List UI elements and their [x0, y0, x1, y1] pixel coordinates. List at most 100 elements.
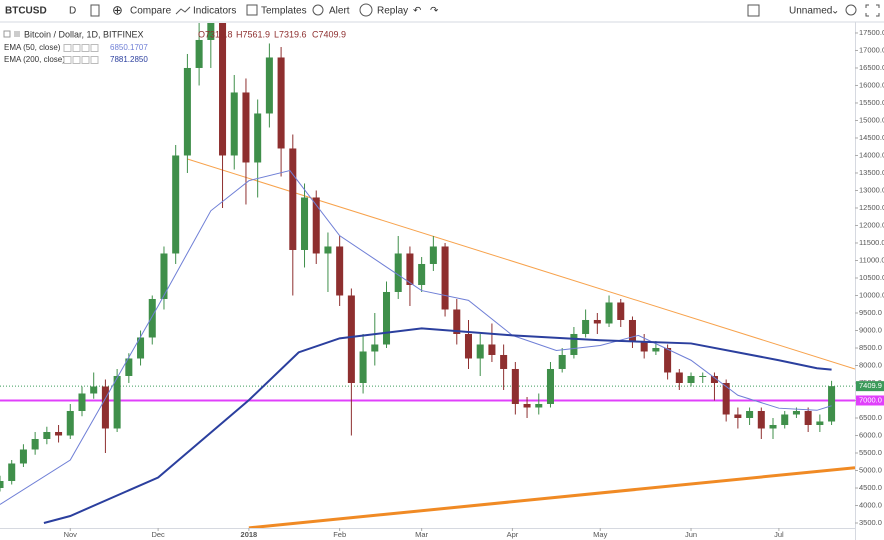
candle-body	[734, 414, 742, 418]
layout-menu[interactable]: ⌄	[831, 6, 839, 17]
candle-body	[43, 431, 51, 439]
candle	[429, 235, 437, 271]
chart-title: Bitcoin / Dollar, 1D, BITFINEX	[24, 29, 144, 39]
chart-style-icon[interactable]	[90, 4, 100, 17]
candle	[8, 459, 16, 485]
trend-line	[248, 466, 855, 528]
legend-button[interactable]	[72, 56, 81, 64]
candle	[289, 134, 297, 296]
indicators[interactable]: Indicators	[193, 6, 236, 17]
templates[interactable]: Templates	[261, 6, 307, 17]
candle	[359, 333, 367, 394]
y-tick-label: 11500.0	[859, 238, 884, 247]
candle-body	[148, 298, 156, 338]
x-tick-label: Apr	[507, 530, 519, 539]
candle-body	[617, 302, 625, 320]
candle-body	[382, 291, 391, 345]
expand-icon[interactable]	[865, 4, 880, 17]
candle-body	[746, 410, 754, 418]
candle-body	[640, 340, 648, 352]
y-tick-label: 13500.0	[859, 168, 884, 177]
candle-body	[301, 197, 309, 250]
alert[interactable]: Alert	[329, 6, 350, 17]
y-tick-label: 16000.0	[859, 80, 884, 89]
candle	[699, 372, 707, 383]
y-tick-label: 4500.0	[859, 483, 882, 492]
candle-body	[406, 253, 414, 285]
candle	[781, 410, 789, 429]
templates-icon[interactable]	[246, 4, 258, 16]
candle-body	[230, 92, 238, 156]
candle-body	[757, 410, 765, 429]
legend: Bitcoin / Dollar, 1D, BITFINEX EMA (50, …	[3, 29, 346, 64]
candle-body	[19, 449, 27, 464]
layout-name[interactable]: Unnamed	[789, 6, 832, 17]
candle	[101, 379, 109, 453]
candle-body	[546, 368, 554, 404]
candle-body	[78, 393, 86, 411]
candle-body	[441, 246, 449, 310]
interval[interactable]: D	[69, 6, 76, 17]
replay[interactable]: Replay	[377, 6, 408, 17]
candle	[55, 424, 63, 443]
candle-body	[792, 410, 800, 415]
y-tick-label: 17500.0	[859, 28, 884, 37]
legend-button[interactable]	[81, 56, 90, 64]
compare[interactable]: Compare	[130, 6, 172, 17]
candle	[769, 417, 777, 439]
candle-body	[242, 92, 250, 163]
candle	[78, 386, 86, 417]
candle	[488, 323, 496, 362]
candle-body	[137, 337, 145, 359]
candle-body	[511, 368, 519, 404]
toolbar-bg	[0, 0, 884, 22]
y-tick-label: 5500.0	[859, 448, 882, 457]
candle	[394, 235, 402, 299]
symbol[interactable]: BTCUSD	[5, 6, 47, 17]
candle	[523, 396, 531, 418]
candle	[746, 407, 754, 425]
undo[interactable]: ↶	[413, 6, 421, 17]
ohlc-value: H7561.9	[236, 29, 270, 39]
candle	[301, 183, 309, 268]
price-labels: 7000.0 7409.9	[856, 381, 884, 406]
candle-body	[781, 414, 789, 425]
candle	[828, 380, 836, 425]
replay-icon[interactable]	[359, 3, 373, 17]
legend-button[interactable]	[63, 44, 72, 52]
candle-body	[828, 386, 836, 422]
candle-body	[289, 148, 297, 250]
y-tick-label: 3500.0	[859, 518, 882, 527]
legend-button[interactable]	[90, 44, 99, 52]
candle	[500, 344, 508, 390]
legend-button[interactable]	[81, 44, 90, 52]
x-tick-label: Dec	[151, 530, 165, 539]
indicators-icon[interactable]	[175, 6, 191, 15]
compare-icon[interactable]: ⊕	[112, 2, 123, 17]
candle	[66, 403, 74, 439]
y-tick-label: 4000.0	[859, 500, 882, 509]
y-tick-label: 15000.0	[859, 115, 884, 124]
settings-icon[interactable]	[845, 4, 857, 16]
alert-icon[interactable]	[312, 4, 324, 16]
y-tick-label: 14500.0	[859, 133, 884, 142]
candle	[628, 316, 636, 348]
legend-button[interactable]	[63, 56, 72, 64]
candle	[324, 232, 332, 292]
candle	[593, 312, 601, 334]
candle	[617, 298, 625, 327]
candle	[418, 256, 426, 292]
candle-body	[593, 319, 601, 324]
candle	[535, 393, 543, 415]
collapse-icon[interactable]	[3, 30, 11, 38]
legend-button[interactable]	[90, 56, 99, 64]
redo[interactable]: ↷	[430, 6, 439, 17]
legend-button[interactable]	[72, 44, 81, 52]
candle	[277, 46, 285, 177]
candle	[336, 235, 344, 306]
candle-body	[687, 375, 695, 383]
axes: 3500.0 4000.0 4500.0 5000.0 5500.0 6000.0 6500…	[64, 28, 884, 539]
trend-line	[187, 158, 855, 370]
fullscreen-icon[interactable]	[747, 4, 760, 17]
